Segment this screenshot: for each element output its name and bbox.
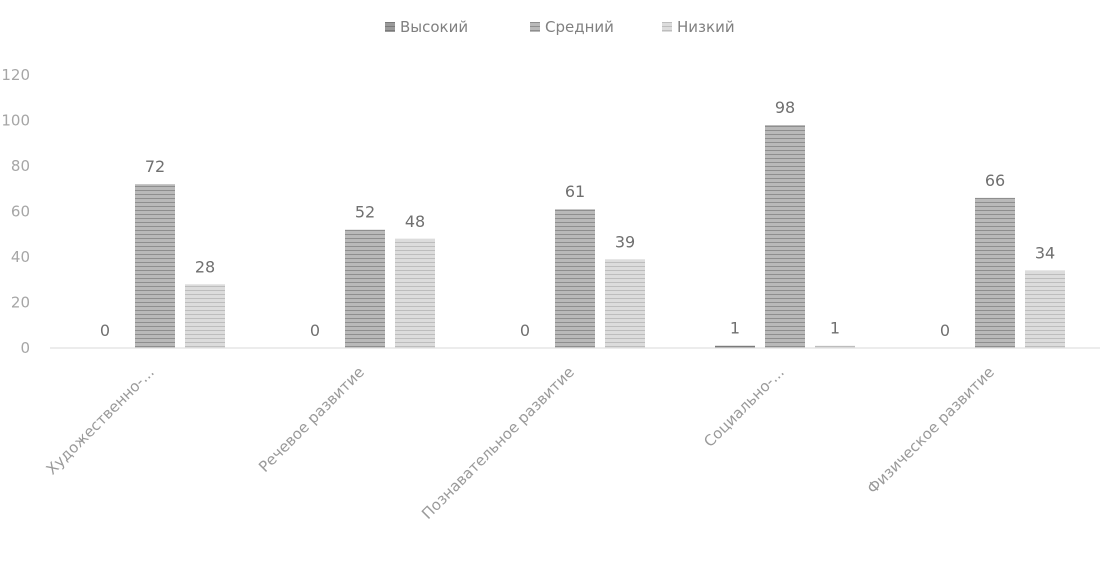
y-axis: 0 20 40 60 80 100 120 [1,66,30,357]
data-label-3-5: 34 [1035,244,1055,263]
bars [135,125,1065,348]
y-tick-label: 40 [11,248,30,266]
y-tick-label: 80 [11,157,30,175]
data-labels: 0 72 28 0 52 48 0 61 39 1 98 1 0 66 34 [100,98,1055,340]
x-tick-label-1: Художественно-... [43,363,158,478]
bar-3-2 [395,238,435,348]
x-tick-label-3: Познавательное развитие [418,363,578,523]
legend: Высокий Средний Низкий [385,18,735,36]
data-label-3-4: 1 [830,319,840,338]
legend-swatch-2 [530,22,540,32]
data-label-2-3: 61 [565,182,585,201]
legend-label-2: Средний [545,18,614,36]
data-label-3-2: 48 [405,212,425,231]
x-tick-label-5: Физическое развитие [864,363,998,497]
bar-2-2 [345,229,385,348]
data-label-1-4: 1 [730,319,740,338]
data-label-2-2: 52 [355,203,375,222]
data-label-2-5: 66 [985,171,1005,190]
bar-3-5 [1025,270,1065,348]
x-axis: Художественно-... Речевое развитие Познава… [43,347,1100,523]
data-label-3-3: 39 [615,232,635,251]
data-label-1-5: 0 [940,321,950,340]
y-tick-label: 20 [11,294,30,312]
y-tick-label: 100 [1,112,30,130]
data-label-1-3: 0 [520,321,530,340]
bar-3-4 [815,345,855,348]
bar-3-1 [185,284,225,348]
bar-2-5 [975,197,1015,348]
x-tick-label-4: Социально-... [700,363,788,451]
data-label-1-2: 0 [310,321,320,340]
legend-label-3: Низкий [677,18,735,36]
bar-2-1 [135,184,175,348]
legend-swatch-3 [662,22,672,32]
y-tick-label: 60 [11,203,30,221]
data-label-1-1: 0 [100,321,110,340]
bar-1-4 [715,345,755,348]
data-label-3-1: 28 [195,257,215,276]
data-label-2-4: 98 [775,98,795,117]
x-tick-label-2: Речевое развитие [255,363,368,476]
y-tick-label: 120 [1,66,30,84]
data-label-2-1: 72 [145,157,165,176]
bar-3-3 [605,259,645,348]
bar-2-3 [555,209,595,348]
legend-label-1: Высокий [400,18,468,36]
legend-swatch-1 [385,22,395,32]
y-tick-label: 0 [20,339,30,357]
bar-2-4 [765,125,805,348]
